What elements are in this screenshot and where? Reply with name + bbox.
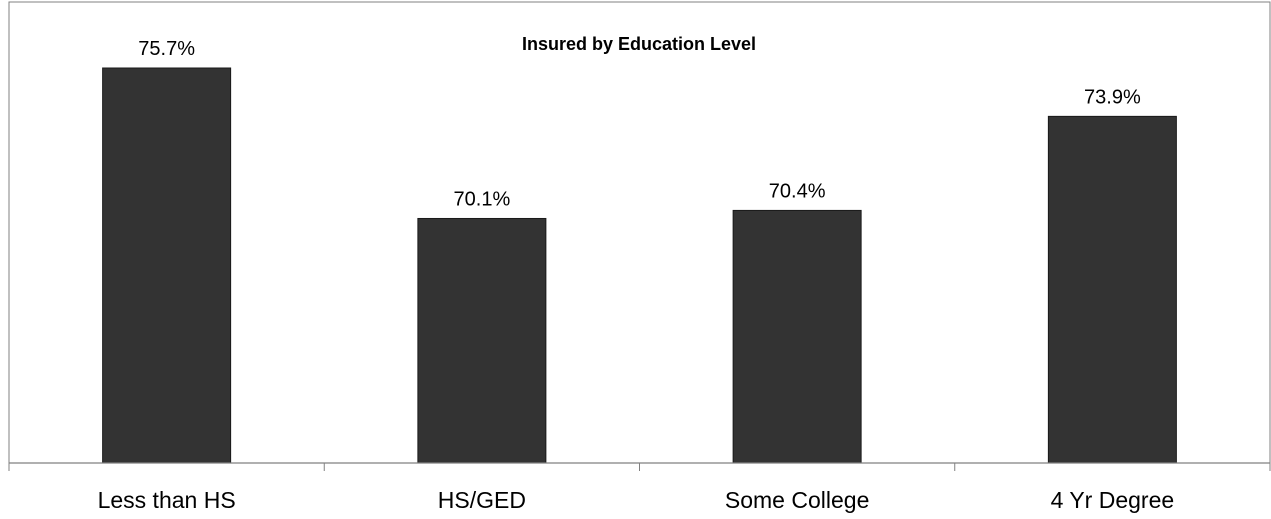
x-axis-ticks [8, 463, 1271, 471]
category-label-some-college: Some College [725, 487, 869, 513]
x-axis-labels: Less than HS HS/GED Some College 4 Yr Degre… [98, 487, 1175, 513]
bar-less-than-hs [102, 67, 232, 464]
bar-some-college [732, 209, 862, 464]
bar-hs-ged [417, 217, 547, 464]
bars-layer: 75.7% 70.1% 70.4% 73.9% [102, 38, 1177, 464]
category-label-hs-ged: HS/GED [438, 487, 526, 513]
data-label-4-yr-degree: 73.9% [1084, 86, 1141, 108]
category-label-4-yr-degree: 4 Yr Degree [1051, 487, 1175, 513]
data-label-hs-ged: 70.1% [454, 188, 511, 210]
data-label-less-than-hs: 75.7% [138, 38, 195, 60]
data-label-some-college: 70.4% [769, 180, 826, 202]
category-label-less-than-hs: Less than HS [98, 487, 236, 513]
chart-title: Insured by Education Level [522, 34, 756, 54]
bar-4-yr-degree [1047, 115, 1177, 464]
